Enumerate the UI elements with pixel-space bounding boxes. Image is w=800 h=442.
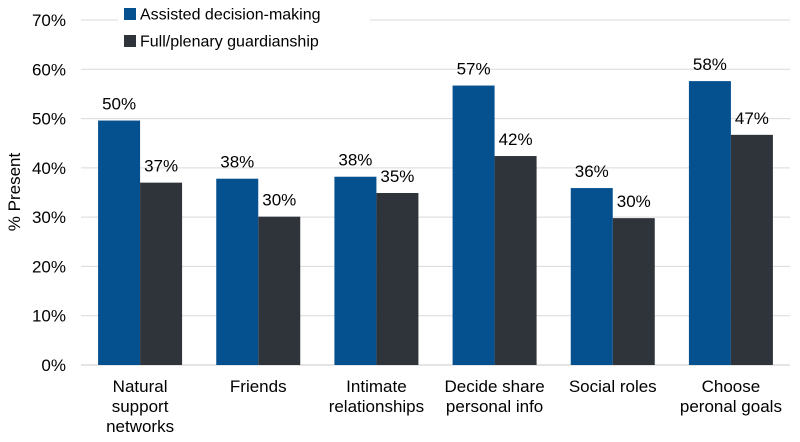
legend-box — [118, 3, 370, 57]
data-label: 42% — [499, 130, 533, 149]
x-tick-label: personal info — [446, 397, 543, 416]
data-label: 47% — [735, 109, 769, 128]
data-label: 57% — [457, 60, 491, 79]
bar — [334, 176, 377, 365]
data-label: 30% — [617, 192, 651, 211]
bars — [98, 81, 773, 366]
data-label: 35% — [380, 167, 414, 186]
x-tick-label: Choose — [702, 377, 761, 396]
y-tick-label: 30% — [32, 208, 66, 227]
y-tick-label: 50% — [32, 110, 66, 129]
bar — [140, 182, 183, 365]
x-tick-label: Intimate — [346, 377, 406, 396]
bar — [730, 134, 773, 365]
bar — [376, 192, 419, 365]
legend-label: Assisted decision-making — [140, 7, 321, 24]
data-label: 36% — [575, 162, 609, 181]
legend-label: Full/plenary guardianship — [140, 34, 319, 51]
data-label: 50% — [102, 95, 136, 114]
bar — [216, 178, 259, 365]
data-label: 38% — [338, 151, 372, 170]
data-label: 38% — [220, 153, 254, 172]
y-tick-label: 60% — [32, 60, 66, 79]
bar — [452, 85, 495, 366]
bar — [258, 216, 301, 365]
x-tick-label: Decide share — [444, 377, 544, 396]
legend-items: Assisted decision-making Full/plenary gua… — [124, 7, 321, 51]
x-tick-label: networks — [106, 417, 174, 436]
y-tick-label: 40% — [32, 159, 66, 178]
legend-swatch — [124, 35, 136, 47]
y-tick-label: 70% — [32, 11, 66, 30]
x-tick-label: Friends — [230, 377, 287, 396]
gridlines — [81, 19, 790, 366]
bar — [688, 81, 731, 365]
x-tick-label: Social roles — [569, 377, 657, 396]
bar — [612, 218, 655, 365]
x-tick-label: relationships — [329, 397, 424, 416]
data-label: 30% — [262, 191, 296, 210]
data-label: 58% — [693, 55, 727, 74]
y-tick-label: 10% — [32, 307, 66, 326]
data-label: 37% — [144, 157, 178, 176]
legend: Assisted decision-making Full/plenary gua… — [118, 3, 370, 57]
y-tick-label: 20% — [32, 257, 66, 276]
legend-swatch — [124, 8, 136, 20]
y-axis-title: % Present — [5, 153, 24, 232]
data-labels: 50% 37% 38% 30% 38% 35% 57% 42% 36% 30% 58% 47% — [102, 55, 769, 211]
bar — [494, 156, 537, 365]
x-tick-label: peronal goals — [680, 397, 782, 416]
y-tick-label: 0% — [41, 356, 66, 375]
x-tick-label: support — [112, 397, 169, 416]
bar — [98, 120, 141, 366]
bar — [570, 188, 613, 365]
x-tick-label: Natural — [113, 377, 168, 396]
y-axis-tick-labels: 0% 10% 20% 30% 40% 50% 60% 70% — [32, 11, 66, 375]
